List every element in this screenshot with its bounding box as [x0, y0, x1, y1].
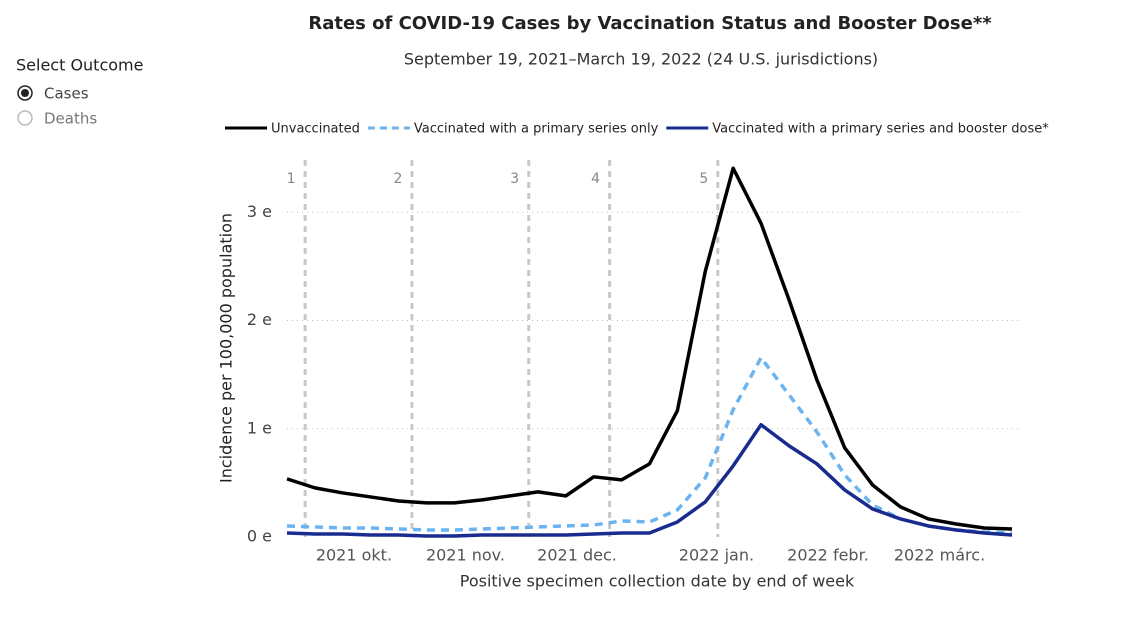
- annotation-label: 5: [699, 171, 708, 187]
- radio-label[interactable]: Deaths: [44, 110, 97, 128]
- legend-label: Unvaccinated: [271, 122, 360, 137]
- radio-dot: [21, 89, 29, 97]
- x-tick-label: 2021 nov.: [426, 546, 505, 565]
- x-tick-label: 2021 okt.: [316, 546, 392, 565]
- annotation-label: 2: [393, 171, 402, 187]
- x-axis-title: Positive specimen collection date by end…: [460, 572, 855, 591]
- slicer-title: Select Outcome: [16, 56, 143, 75]
- legend-label: Vaccinated with a primary series and boo…: [712, 122, 1049, 137]
- x-tick-label: 2021 dec.: [537, 546, 617, 565]
- y-tick-label: 3 e: [247, 202, 272, 221]
- y-tick-label: 2 e: [247, 310, 272, 329]
- y-tick-label: 0 e: [247, 527, 272, 546]
- x-tick-label: 2022 márc.: [894, 546, 985, 565]
- y-axis-title: Incidence per 100,000 population: [217, 213, 236, 483]
- series-line: [286, 423, 1013, 538]
- y-tick-label: 1 e: [247, 418, 272, 437]
- radio-label[interactable]: Cases: [44, 85, 89, 103]
- annotation-label: 1: [287, 171, 296, 187]
- radio-button[interactable]: [17, 110, 33, 126]
- x-tick-label: 2022 jan.: [679, 546, 754, 565]
- legend-label: Vaccinated with a primary series only: [414, 122, 659, 137]
- annotation-label: 3: [510, 171, 519, 187]
- x-tick-label: 2022 febr.: [787, 546, 869, 565]
- series-line: [286, 166, 1013, 531]
- chart-subtitle: September 19, 2021–March 19, 2022 (24 U.…: [404, 50, 878, 69]
- annotation-label: 4: [591, 171, 600, 187]
- chart-title: Rates of COVID-19 Cases by Vaccination S…: [308, 13, 992, 34]
